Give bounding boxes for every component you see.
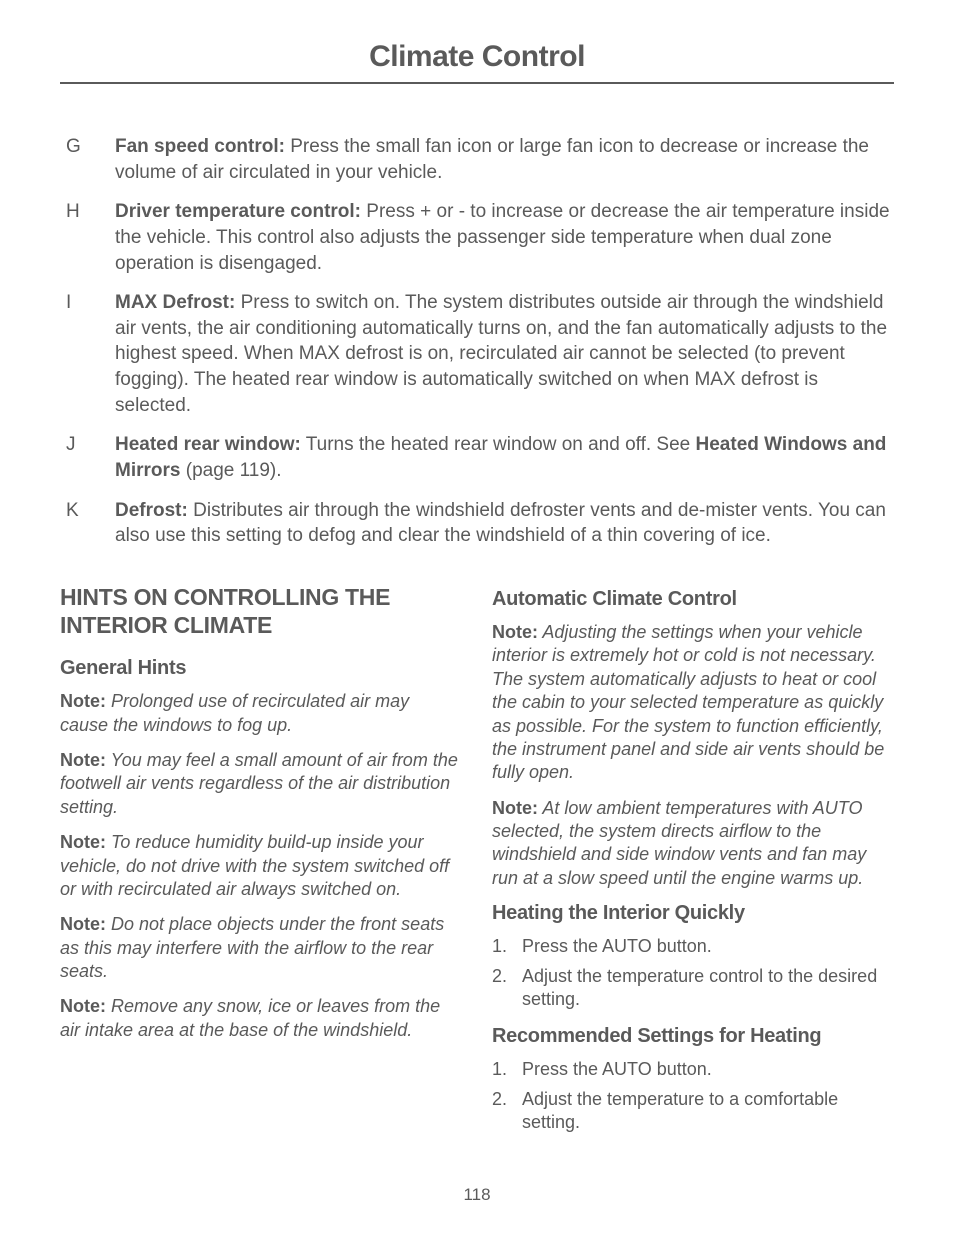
note-label: Note: (60, 691, 106, 711)
step-item: Adjust the temperature control to the de… (492, 965, 894, 1012)
definition-label: Driver temperature control: (115, 201, 361, 222)
step-list: Press the AUTO button. Adjust the temper… (492, 1058, 894, 1134)
definition-item: I MAX Defrost: Press to switch on. The s… (60, 290, 894, 418)
note-paragraph: Note: Do not place objects under the fro… (60, 913, 462, 983)
definition-letter: H (60, 199, 115, 276)
definition-label: Defrost: (115, 500, 188, 521)
note-text: You may feel a small amount of air from … (60, 750, 458, 817)
definition-text: Heated rear window: Turns the heated rea… (115, 432, 894, 483)
note-label: Note: (60, 750, 106, 770)
subsection-heading: General Hints (60, 657, 462, 680)
step-item: Press the AUTO button. (492, 935, 894, 958)
note-paragraph: Note: Prolonged use of recirculated air … (60, 690, 462, 737)
definition-letter: J (60, 432, 115, 483)
note-text: Remove any snow, ice or leaves from the … (60, 996, 440, 1039)
section-heading: HINTS ON CONTROLLING THE INTERIOR CLIMAT… (60, 584, 462, 639)
step-list: Press the AUTO button. Adjust the temper… (492, 935, 894, 1011)
definition-item: G Fan speed control: Press the small fan… (60, 134, 894, 185)
definition-item: K Defrost: Distributes air through the w… (60, 498, 894, 549)
step-item: Press the AUTO button. (492, 1058, 894, 1081)
note-text: To reduce humidity build-up inside your … (60, 832, 449, 899)
definition-item: H Driver temperature control: Press + or… (60, 199, 894, 276)
definition-text: Defrost: Distributes air through the win… (115, 498, 894, 549)
definition-body: Turns the heated rear window on and off.… (301, 434, 696, 455)
note-label: Note: (60, 996, 106, 1016)
definition-text: MAX Defrost: Press to switch on. The sys… (115, 290, 894, 418)
definition-label: Heated rear window: (115, 434, 301, 455)
page-title: Climate Control (60, 40, 894, 74)
step-item: Adjust the temperature to a comfortable … (492, 1088, 894, 1135)
note-paragraph: Note: Adjusting the settings when your v… (492, 621, 894, 785)
definition-label: Fan speed control: (115, 136, 285, 157)
step-text: Adjust the temperature to a comfortable … (522, 1088, 894, 1135)
right-column: Automatic Climate Control Note: Adjustin… (492, 584, 894, 1149)
two-column-layout: HINTS ON CONTROLLING THE INTERIOR CLIMAT… (60, 584, 894, 1149)
step-text: Press the AUTO button. (522, 935, 712, 958)
left-column: HINTS ON CONTROLLING THE INTERIOR CLIMAT… (60, 584, 462, 1149)
definition-letter: I (60, 290, 115, 418)
definition-letter: G (60, 134, 115, 185)
definition-item: J Heated rear window: Turns the heated r… (60, 432, 894, 483)
note-paragraph: Note: Remove any snow, ice or leaves fro… (60, 995, 462, 1042)
definition-list: G Fan speed control: Press the small fan… (60, 134, 894, 549)
page-header: Climate Control (60, 40, 894, 84)
definition-text: Fan speed control: Press the small fan i… (115, 134, 894, 185)
note-paragraph: Note: To reduce humidity build-up inside… (60, 831, 462, 901)
definition-text: Driver temperature control: Press + or -… (115, 199, 894, 276)
note-paragraph: Note: At low ambient temperatures with A… (492, 797, 894, 891)
subsection-heading: Heating the Interior Quickly (492, 902, 894, 925)
subsection-heading: Automatic Climate Control (492, 588, 894, 611)
definition-body: Distributes air through the windshield d… (115, 500, 886, 547)
note-text: At low ambient temperatures with AUTO se… (492, 798, 866, 888)
note-text: Adjusting the settings when your vehicle… (492, 622, 884, 782)
definition-label: MAX Defrost: (115, 292, 235, 313)
step-text: Press the AUTO button. (522, 1058, 712, 1081)
note-label: Note: (492, 798, 538, 818)
definition-letter: K (60, 498, 115, 549)
note-label: Note: (60, 914, 106, 934)
step-text: Adjust the temperature control to the de… (522, 965, 894, 1012)
note-text: Do not place objects under the front sea… (60, 914, 444, 981)
note-label: Note: (492, 622, 538, 642)
definition-ref-text: (page 119). (180, 460, 281, 481)
note-label: Note: (60, 832, 106, 852)
note-paragraph: Note: You may feel a small amount of air… (60, 749, 462, 819)
note-text: Prolonged use of recirculated air may ca… (60, 691, 409, 734)
subsection-heading: Recommended Settings for Heating (492, 1025, 894, 1048)
page-number: 118 (0, 1185, 954, 1205)
